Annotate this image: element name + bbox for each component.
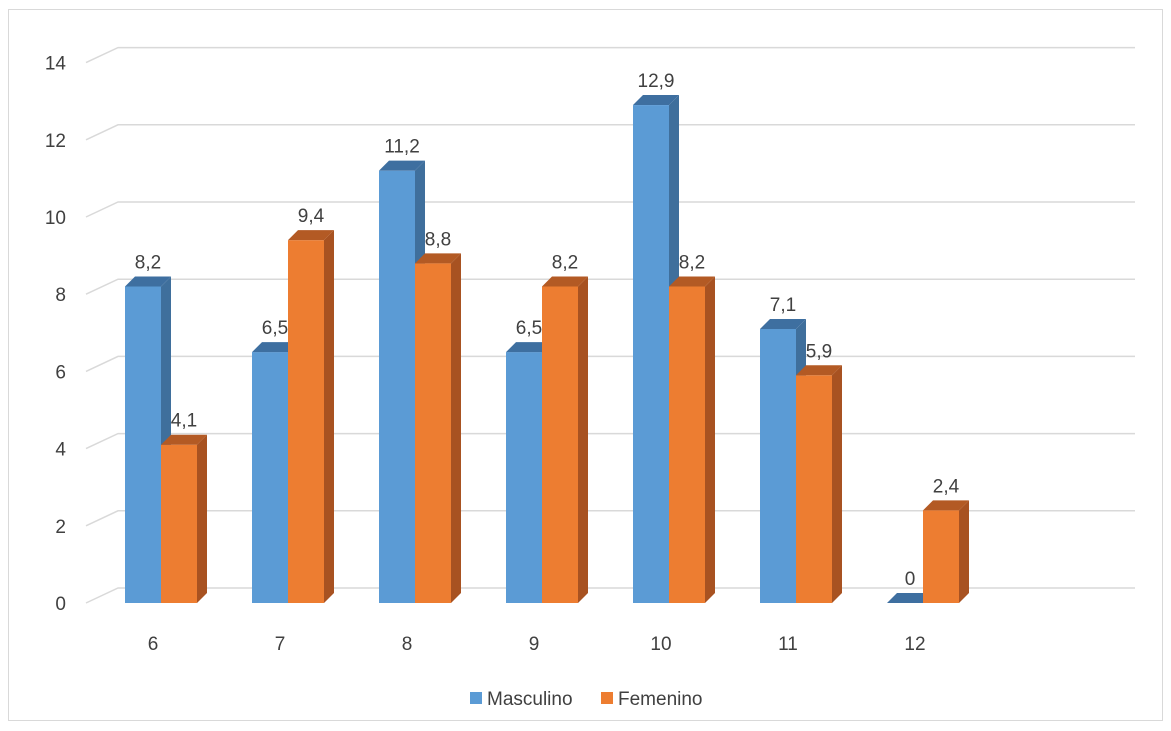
x-axis-categories: 6 7 8 9 10 11 12: [148, 634, 926, 655]
x-category-label: 11: [778, 634, 798, 655]
legend-label: Masculino: [487, 689, 573, 710]
y-axis-ticks: 0 2 4 6 8 10 12 14: [45, 54, 67, 615]
gridline: [85, 355, 1135, 373]
data-label-masculino: 0: [905, 569, 916, 590]
gridline: [85, 432, 1135, 450]
y-tick-label: 6: [55, 362, 66, 383]
legend-item-masculino: Masculino: [470, 689, 573, 710]
x-category-label: 8: [402, 634, 413, 655]
gridline: [85, 278, 1135, 295]
data-label-femenino: 8,2: [679, 252, 705, 273]
data-label-femenino: 9,4: [298, 206, 325, 227]
legend-swatch: [470, 692, 482, 704]
bar-femenino-6: [161, 434, 207, 603]
x-category-label: 6: [148, 634, 159, 655]
gridline: [85, 587, 1135, 604]
legend-item-femenino: Femenino: [601, 689, 703, 710]
y-tick-label: 4: [55, 440, 66, 461]
bar-femenino-9: [542, 276, 588, 603]
bar-femenino-10: [669, 276, 715, 603]
data-labels: 8,2 4,1 6,5 9,4 11,2 8,8 6,5 8,2 12,9 8,2 7,1 5,9 0 2…: [135, 71, 960, 590]
data-label-femenino: 2,4: [933, 476, 960, 497]
bar-femenino-12: [923, 500, 969, 603]
bar-masculino-12: [887, 593, 933, 603]
gridline: [85, 46, 1135, 64]
x-category-label: 9: [529, 634, 540, 655]
data-label-masculino: 12,9: [638, 71, 675, 92]
data-label-femenino: 4,1: [171, 411, 197, 432]
gridlines: [85, 46, 1135, 604]
y-tick-label: 12: [45, 131, 66, 152]
bars: [125, 95, 969, 603]
bar-femenino-7: [288, 230, 334, 603]
data-label-femenino: 8,2: [552, 252, 578, 273]
data-label-masculino: 11,2: [384, 137, 420, 158]
x-category-label: 12: [904, 634, 925, 655]
bar-femenino-8: [415, 253, 461, 603]
bar-femenino-11: [796, 365, 842, 603]
y-tick-label: 2: [55, 517, 66, 538]
data-label-masculino: 6,5: [262, 318, 288, 339]
legend: Masculino Femenino: [470, 689, 703, 710]
y-tick-label: 10: [45, 208, 66, 229]
x-category-label: 7: [275, 634, 286, 655]
gridline: [85, 124, 1135, 141]
x-category-label: 10: [650, 634, 671, 655]
data-label-femenino: 8,8: [425, 229, 451, 250]
y-tick-label: 14: [45, 54, 67, 75]
data-label-masculino: 6,5: [516, 318, 542, 339]
gridline: [85, 201, 1135, 218]
data-label-masculino: 7,1: [770, 295, 796, 316]
data-label-femenino: 5,9: [806, 341, 832, 362]
y-tick-label: 0: [55, 594, 66, 615]
y-tick-label: 8: [55, 285, 66, 306]
data-label-masculino: 8,2: [135, 252, 161, 273]
legend-swatch: [601, 692, 613, 704]
gridline: [85, 510, 1135, 527]
legend-label: Femenino: [618, 689, 703, 710]
